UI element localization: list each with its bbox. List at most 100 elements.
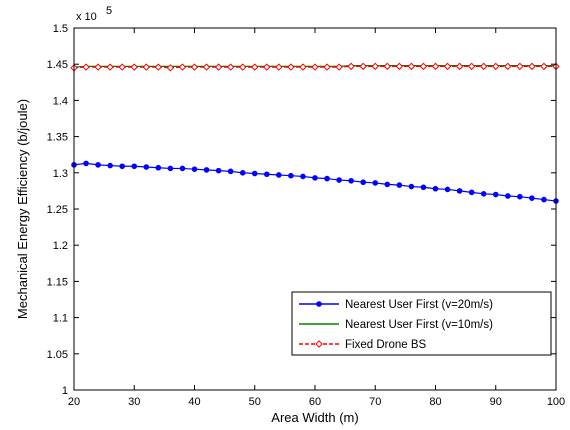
series-1-point <box>131 163 138 170</box>
series-3-point <box>467 62 476 71</box>
series-1-point <box>203 167 210 173</box>
legend-marker <box>315 340 323 348</box>
series-1-point <box>360 179 367 186</box>
x-tick-label: 40 <box>188 396 200 408</box>
x-tick-label: 100 <box>547 396 565 408</box>
y-multiplier-exponent: 5 <box>106 5 112 17</box>
y-multiplier-text: x 10 <box>76 11 97 23</box>
y-axis-label: Mechanical Energy Efficiency (b/joule) <box>15 99 30 319</box>
x-tick-label: 80 <box>429 396 441 408</box>
series-3-point <box>299 63 307 71</box>
series-1-point <box>251 170 258 177</box>
series-3-point <box>118 63 126 71</box>
series-3-point <box>492 62 500 71</box>
series-3-point <box>540 62 548 71</box>
series-3-point <box>323 63 331 71</box>
series-3-point <box>347 62 355 71</box>
series-1-point <box>312 175 318 181</box>
series-1-point <box>408 183 415 190</box>
series-3-point <box>516 62 524 71</box>
series-1-point <box>300 173 306 180</box>
series-1-point <box>517 193 523 200</box>
series-1-point <box>372 180 379 186</box>
series-1-point <box>324 175 330 182</box>
series-3-point <box>226 63 235 71</box>
series-3-point <box>455 62 464 71</box>
series-3-point <box>94 63 102 71</box>
series-1-point <box>276 172 282 178</box>
series-1-point <box>529 195 535 201</box>
series-1 <box>71 160 559 204</box>
series-1-point <box>336 177 342 183</box>
x-tick-label: 60 <box>309 396 321 408</box>
series-1-point <box>432 185 439 192</box>
legend-label: Fixed Drone BS <box>345 339 427 351</box>
y-tick-label: 1.3 <box>53 168 68 180</box>
series-3-point <box>443 62 452 71</box>
series-3-point <box>263 63 271 71</box>
y-tick-label: 1.25 <box>47 204 68 216</box>
series-3-point <box>154 63 163 71</box>
series-3-point <box>287 63 295 71</box>
series-1-point <box>420 184 427 191</box>
series-3-point <box>431 62 440 71</box>
series-3-point <box>202 63 211 71</box>
series-3 <box>70 62 560 72</box>
series-3-point <box>238 63 247 71</box>
series-3-point <box>504 62 512 71</box>
legend-entries: Nearest User First (v=20m/s) Nearest User… <box>299 299 493 351</box>
y-tick-label: 1.35 <box>47 132 68 144</box>
series-1-point <box>95 162 101 168</box>
legend-marker <box>316 301 322 307</box>
series-3-point <box>371 62 379 71</box>
x-tick-label: 90 <box>490 396 502 408</box>
series-1-point <box>396 182 403 188</box>
series-1-point <box>468 189 475 196</box>
legend-entry-1: Nearest User First (v=20m/s) <box>299 299 493 311</box>
series-3-point <box>479 62 488 71</box>
series-1-point <box>492 191 499 198</box>
series-1-point <box>480 190 487 197</box>
series-1-point <box>227 168 234 175</box>
y-tick-label: 1.15 <box>47 276 68 288</box>
series-1-point <box>155 164 162 171</box>
x-tick-label: 30 <box>128 396 140 408</box>
y-tick-label: 1.1 <box>53 313 68 325</box>
series-3-point <box>214 63 223 71</box>
series-1-point <box>505 193 511 199</box>
x-axis-label: Area Width (m) <box>271 410 358 425</box>
legend: Nearest User First (v=20m/s) Nearest User… <box>291 291 552 356</box>
y-tick-label: 1 <box>62 385 68 397</box>
series-1-point <box>143 164 150 170</box>
legend-label: Nearest User First (v=10m/s) <box>345 319 493 331</box>
series-3-point <box>359 62 367 71</box>
tick-layer: 20 30 40 50 60 70 80 90 100 1 1.05 1.1 1.15 1.2 1.25 1.… <box>47 23 566 408</box>
series-1-point <box>179 165 186 172</box>
y-tick-label: 1.45 <box>47 59 68 71</box>
y-tick-label: 1.5 <box>53 23 68 35</box>
series-3-point <box>190 63 199 71</box>
series-1-point <box>444 186 451 193</box>
series-3-point <box>106 63 114 71</box>
series-3-point <box>407 62 416 71</box>
legend-label: Nearest User First (v=20m/s) <box>345 299 493 311</box>
series-1-point <box>191 166 198 172</box>
series-3-point <box>311 63 319 71</box>
series-1-point <box>83 160 89 167</box>
x-tick-label: 20 <box>68 396 80 408</box>
series-1-point <box>167 165 174 172</box>
series-3-point <box>419 62 428 71</box>
series-3-point <box>251 63 259 71</box>
x-tick-label: 70 <box>369 396 381 408</box>
series-3-point <box>142 63 151 71</box>
y-tick-label: 1.4 <box>53 95 68 107</box>
y-tick-label: 1.05 <box>47 349 68 361</box>
series-1-point <box>456 188 463 194</box>
x-tick-label: 50 <box>249 396 261 408</box>
series-3-point <box>335 63 343 71</box>
series-1-point <box>107 162 113 169</box>
series-3-point <box>275 63 283 71</box>
series-1-point <box>288 172 294 179</box>
series-layer <box>70 62 560 204</box>
